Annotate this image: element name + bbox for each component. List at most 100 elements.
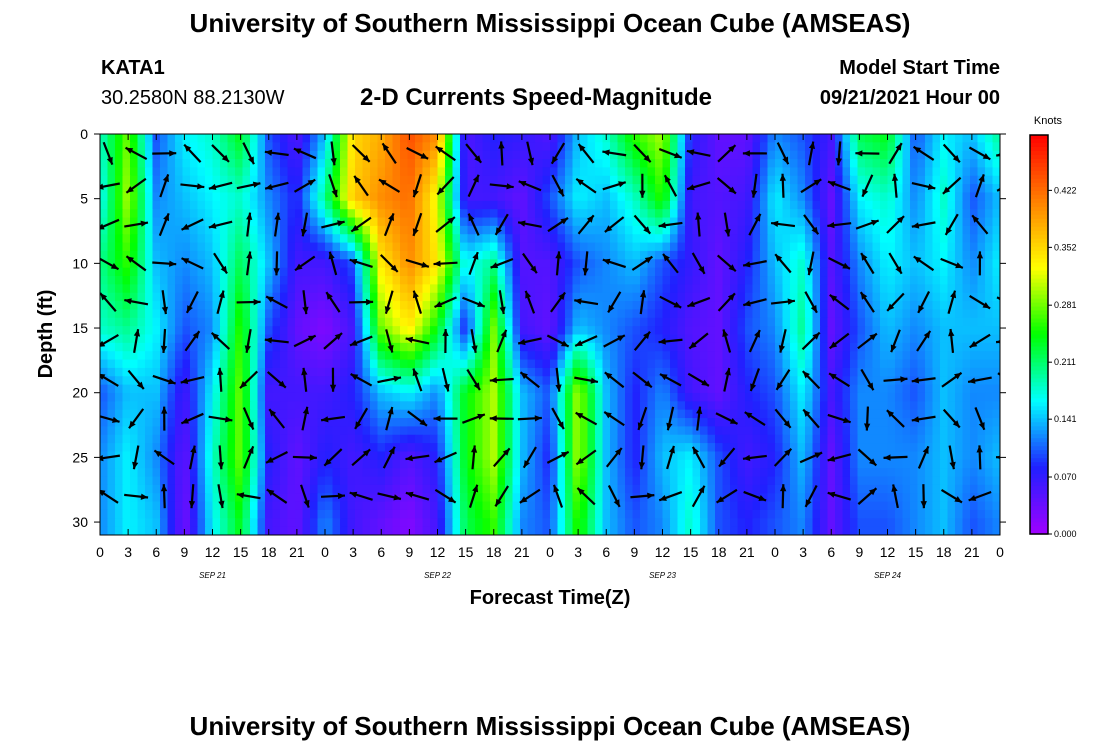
heat-cell: [272, 309, 281, 319]
heat-cell: [992, 217, 1000, 227]
heat-cell: [647, 217, 656, 227]
heat-cell: [850, 434, 859, 444]
heat-cell: [340, 326, 349, 336]
heat-cell: [790, 167, 799, 177]
heat-cell: [955, 468, 964, 478]
heat-cell: [955, 159, 964, 169]
heat-cell: [782, 301, 791, 311]
heat-cell: [107, 309, 116, 319]
heat-cell: [572, 392, 581, 402]
heat-cell: [580, 276, 589, 285]
heat-cell: [700, 142, 709, 152]
heat-cell: [595, 250, 604, 260]
heat-cell: [880, 443, 889, 453]
heat-cell: [325, 159, 334, 169]
heat-cell: [445, 200, 454, 210]
heat-cell: [775, 184, 784, 194]
heat-cell: [190, 409, 199, 419]
heat-cell: [947, 367, 956, 377]
heat-cell: [707, 326, 716, 336]
heat-cell: [347, 301, 356, 311]
heat-cell: [737, 418, 746, 427]
heat-cell: [835, 234, 844, 244]
heat-cell: [527, 367, 536, 377]
heat-cell: [670, 259, 679, 269]
heat-cell: [130, 167, 139, 177]
heat-cell: [970, 234, 979, 244]
heat-cell: [167, 468, 176, 478]
heat-cell: [160, 159, 169, 169]
heat-cell: [520, 418, 529, 427]
heat-cell: [505, 225, 514, 235]
heat-cell: [325, 409, 334, 419]
heat-cell: [625, 392, 634, 402]
heat-cell: [970, 309, 979, 319]
heat-cell: [542, 217, 551, 227]
heat-cell: [377, 184, 386, 194]
heat-cell: [272, 342, 281, 352]
heat-cell: [812, 443, 821, 453]
heat-cell: [535, 451, 544, 461]
heat-cell: [422, 418, 431, 427]
heat-cell: [895, 359, 904, 369]
heat-cell: [670, 359, 679, 369]
heat-cell: [925, 159, 934, 169]
heat-cell: [835, 200, 844, 210]
heat-cell: [820, 242, 829, 252]
heat-cell: [730, 451, 739, 461]
heat-cell: [940, 418, 949, 427]
heat-cell: [317, 392, 326, 402]
heat-cell: [182, 209, 191, 219]
heat-cell: [437, 309, 446, 319]
heat-cell: [685, 167, 694, 177]
heat-cell: [122, 225, 131, 235]
heat-cell: [610, 292, 619, 302]
heat-cell: [385, 175, 394, 185]
heat-cell: [992, 200, 1000, 210]
heat-cell: [895, 276, 904, 285]
heat-cell: [887, 392, 896, 402]
heat-cell: [182, 334, 191, 344]
heat-cell: [340, 301, 349, 311]
heat-cell: [707, 276, 716, 285]
heat-cell: [205, 225, 214, 235]
heat-cell: [730, 175, 739, 185]
heat-cell: [145, 184, 154, 194]
heat-cell: [100, 192, 109, 202]
heat-cell: [925, 209, 934, 219]
heat-cell: [130, 150, 139, 160]
heat-cell: [625, 426, 634, 436]
heat-cell: [407, 259, 416, 269]
heat-cell: [722, 284, 731, 294]
heat-cell: [332, 309, 341, 319]
heat-cell: [662, 317, 671, 327]
heat-cell: [205, 359, 214, 369]
heat-cell: [190, 234, 199, 244]
heat-cell: [325, 217, 334, 227]
heat-cell: [542, 159, 551, 169]
heat-cell: [145, 142, 154, 152]
heat-cell: [730, 267, 739, 277]
heat-cell: [332, 476, 341, 486]
heat-cell: [370, 242, 379, 252]
heat-cell: [310, 234, 319, 244]
heat-cell: [595, 434, 604, 444]
heat-cell: [602, 359, 611, 369]
heat-cell: [677, 342, 686, 352]
heat-cell: [325, 418, 334, 427]
heat-cell: [250, 134, 259, 143]
heat-cell: [827, 326, 836, 336]
heat-cell: [107, 384, 116, 394]
heat-cell: [197, 351, 206, 361]
heat-cell: [400, 209, 409, 219]
heat-cell: [355, 309, 364, 319]
heat-cell: [490, 409, 499, 419]
heat-cell: [572, 401, 581, 411]
heat-cell: [805, 384, 814, 394]
heat-cell: [805, 259, 814, 269]
heat-cell: [137, 409, 146, 419]
heat-cell: [632, 351, 641, 361]
heat-cell: [332, 468, 341, 478]
heat-cell: [767, 351, 776, 361]
heat-cell: [565, 309, 574, 319]
